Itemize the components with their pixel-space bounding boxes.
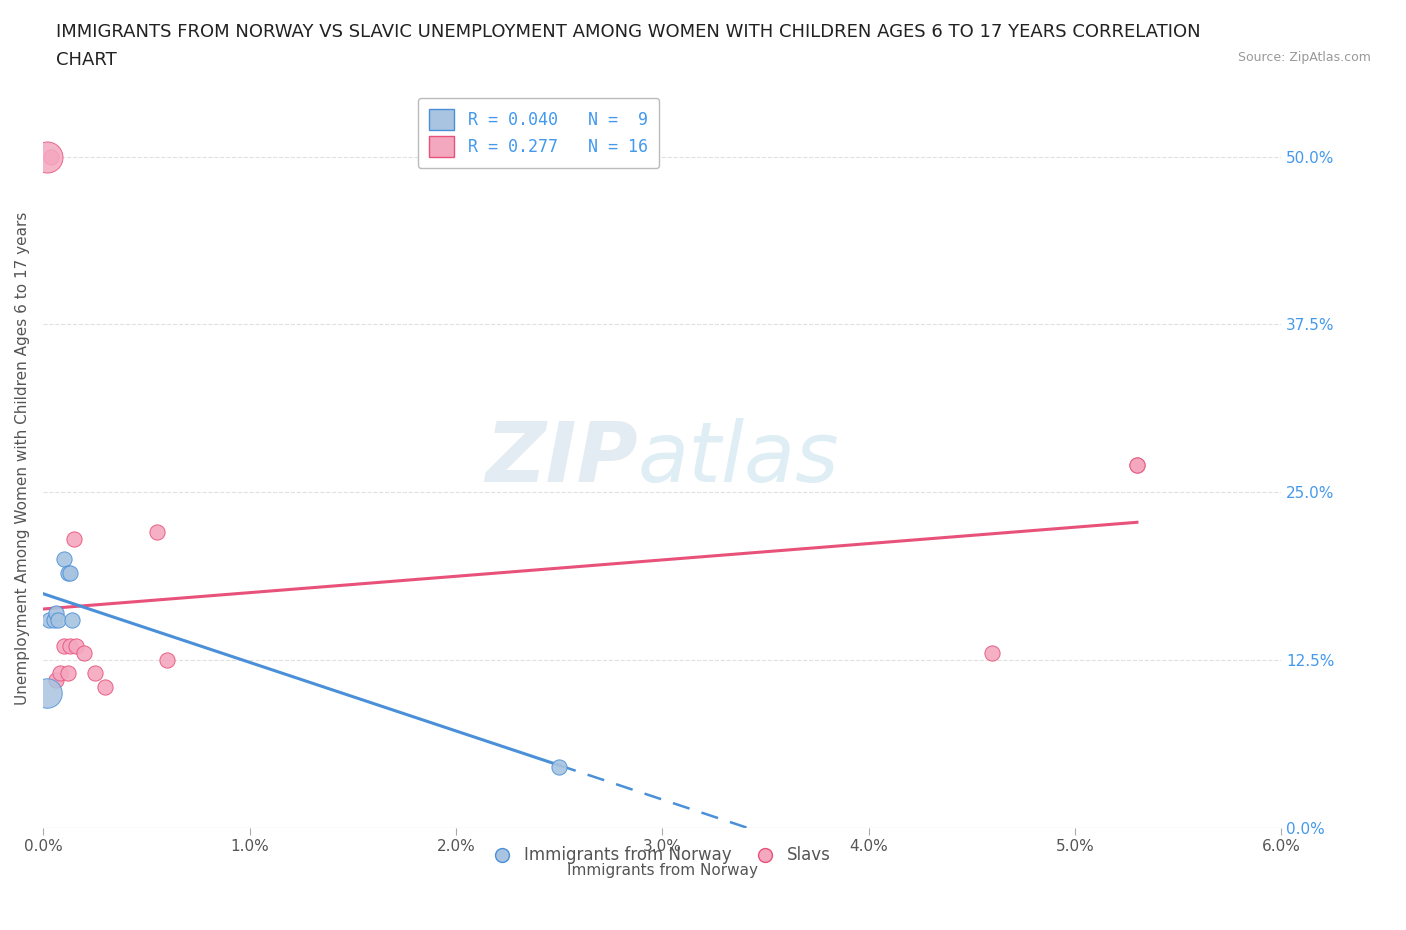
Point	[48, 666, 70, 681]
Text: CHART: CHART	[56, 51, 117, 69]
Point	[46, 612, 69, 627]
Text: Source: ZipAtlas.com: Source: ZipAtlas.com	[1237, 51, 1371, 64]
Point	[1126, 458, 1149, 472]
Point	[63, 532, 86, 547]
Legend: Immigrants from Norway, Slavs: Immigrants from Norway, Slavs	[488, 840, 837, 871]
Point	[38, 612, 60, 627]
Point	[45, 672, 67, 687]
Point	[145, 525, 167, 539]
Point	[56, 565, 79, 580]
Point	[52, 551, 75, 566]
X-axis label: Immigrants from Norway: Immigrants from Norway	[567, 863, 758, 878]
Point	[65, 639, 87, 654]
Text: IMMIGRANTS FROM NORWAY VS SLAVIC UNEMPLOYMENT AMONG WOMEN WITH CHILDREN AGES 6 T: IMMIGRANTS FROM NORWAY VS SLAVIC UNEMPLO…	[56, 23, 1201, 41]
Point	[94, 679, 117, 694]
Point	[42, 612, 65, 627]
Point	[1126, 458, 1149, 472]
Point	[83, 666, 105, 681]
Text: ZIP: ZIP	[485, 418, 637, 499]
Point	[59, 639, 82, 654]
Point	[37, 149, 59, 164]
Point	[37, 686, 59, 701]
Point	[548, 760, 571, 775]
Point	[45, 605, 67, 620]
Point	[981, 645, 1004, 660]
Point	[73, 645, 96, 660]
Point	[52, 639, 75, 654]
Point	[56, 666, 79, 681]
Point	[60, 612, 83, 627]
Text: atlas: atlas	[637, 418, 839, 499]
Point	[59, 565, 82, 580]
Point	[41, 149, 63, 164]
Y-axis label: Unemployment Among Women with Children Ages 6 to 17 years: Unemployment Among Women with Children A…	[15, 212, 30, 705]
Point	[156, 653, 179, 668]
